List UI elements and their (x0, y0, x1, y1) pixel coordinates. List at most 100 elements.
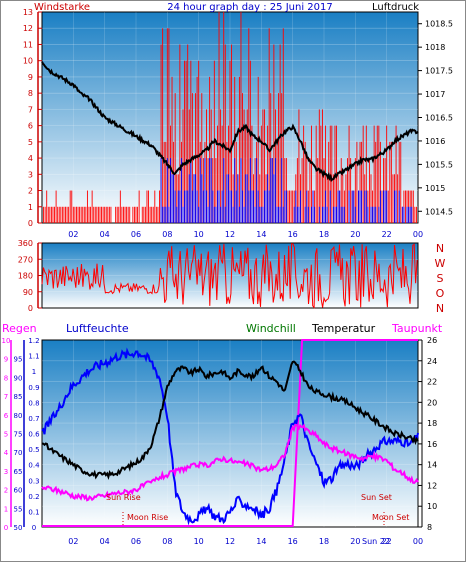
tick-label-time: 14 (256, 230, 266, 239)
tick-label-luftfeuchte: 65 (14, 468, 23, 476)
tick-label-time: 04 (100, 230, 110, 239)
tick-label-time: 00 (413, 230, 423, 239)
tick-label-time: 12 (225, 230, 235, 239)
tick-label-windstarke: 0 (28, 219, 33, 228)
tick-label-luftfeuchte: 95 (14, 356, 23, 364)
compass-label: N (436, 302, 444, 315)
tick-label-luftdruck: 1017.5 (425, 67, 453, 76)
tick-label-windstarke: 4 (28, 154, 33, 163)
tick-label-rain-scale: 0.6 (28, 431, 40, 439)
tick-label-time: 02 (68, 230, 78, 239)
compass-label: N (436, 242, 444, 255)
tick-label-rain-scale: 1.2 (28, 337, 39, 345)
tick-label-time: 14 (256, 537, 266, 546)
tick-label-windstarke: 1 (28, 203, 33, 212)
tick-label-luftfeuchte: 55 (14, 505, 23, 513)
legend-luftfeuchte: Luftfeuchte (66, 322, 129, 335)
tick-label-windrichtung: 90 (23, 288, 33, 297)
tick-label-luftdruck: 1017 (425, 90, 445, 99)
tick-label-luftdruck: 1014.5 (425, 207, 453, 216)
tick-label-time: 10 (194, 537, 204, 546)
tick-label-temperatur: 10 (427, 502, 437, 511)
compass-label: S (437, 272, 444, 285)
tick-label-time: 20 (350, 230, 360, 239)
tick-label-luftdruck: 1015.5 (425, 160, 453, 169)
tick-label-time: 12 (225, 537, 235, 546)
tick-label-time: 08 (162, 537, 172, 546)
tick-label-luftdruck: 1018.5 (425, 20, 453, 29)
tick-label-temperatur: 8 (427, 523, 432, 532)
tick-label-rain-scale: 0.5 (28, 446, 39, 454)
tick-label-luftfeuchte: 85 (14, 393, 23, 401)
tick-label-regen: 1 (4, 505, 8, 513)
tick-label-regen: 8 (4, 374, 8, 382)
annotation-moon-rise: Moon Rise (127, 513, 168, 522)
panel-1-right-ticks: 1014.5 1015 1015.5 1016 1016.5 1017 1017.5 1018… (418, 20, 453, 216)
annotation-moon-set: Moon Set (372, 513, 409, 522)
tick-label-time: 22 (382, 230, 392, 239)
tick-label-rain-scale: 0.8 (28, 399, 39, 407)
tick-label-windstarke: 5 (28, 138, 33, 147)
legend-regen: Regen (2, 322, 37, 335)
tick-label-windstarke: 7 (28, 105, 33, 114)
tick-label-windrichtung: 270 (18, 255, 33, 264)
tick-label-time: 18 (319, 230, 329, 239)
tick-label-time: 04 (100, 537, 110, 546)
tick-label-luftdruck: 1016.5 (425, 114, 453, 123)
tick-label-temperatur: 14 (427, 461, 437, 470)
tick-label-windrichtung: 360 (18, 239, 33, 248)
tick-label-time: 22 (382, 537, 392, 546)
tick-label-regen: 5 (4, 431, 8, 439)
tick-label-temperatur: 26 (427, 336, 437, 345)
tick-label-regen: 0 (4, 524, 8, 532)
tick-label-luftfeuchte: 75 (14, 431, 23, 439)
compass-label: W (435, 257, 446, 270)
tick-label-regen: 6 (4, 412, 9, 420)
tick-label-regen: 7 (4, 393, 8, 401)
tick-label-rain-scale: 0 (32, 524, 36, 532)
tick-label-time: 16 (288, 537, 298, 546)
legend-temperatur: Temperatur (311, 322, 376, 335)
tick-label-luftdruck: 1018 (425, 43, 445, 52)
series-windrichtung (41, 243, 418, 309)
tick-label-time: 02 (68, 537, 78, 546)
series-temperatur (41, 360, 419, 480)
tick-label-regen: 4 (4, 449, 9, 457)
compass-label: O (436, 287, 445, 300)
chart-title: 24 hour graph day : 25 Juni 2017 (167, 2, 333, 13)
tick-label-time: 06 (131, 230, 141, 239)
tick-label-windstarke: 13 (23, 8, 33, 17)
tick-label-time: 06 (131, 537, 141, 546)
tick-label-luftfeuchte: 70 (14, 449, 23, 457)
legend-windchill: Windchill (246, 322, 296, 335)
tick-label-time: 18 (319, 537, 329, 546)
header-right-label: Luftdruck (372, 2, 419, 13)
tick-label-time: 20 (350, 537, 360, 546)
tick-label-rain-scale: 0.2 (28, 493, 39, 501)
tick-label-luftdruck: 1015 (425, 184, 445, 193)
tick-label-rain-scale: 0.9 (28, 384, 39, 392)
panel-2-left-ticks: 0 90 180 270 360 (18, 239, 42, 313)
panel-3-ticks: 0123456789105055606570758085909500.10.20… (2, 336, 438, 532)
header-left-label: Windstarke (34, 2, 90, 13)
tick-label-windstarke: 9 (28, 73, 33, 82)
tick-label-rain-scale: 0.1 (28, 508, 39, 516)
tick-label-temperatur: 22 (427, 378, 437, 387)
series-taupunkt (41, 423, 419, 502)
tick-label-temperatur: 24 (427, 357, 437, 366)
tick-label-regen: 9 (4, 356, 8, 364)
tick-label-windstarke: 6 (28, 122, 33, 131)
annotation-sun-set: Sun Set (361, 493, 392, 502)
tick-label-windstarke: 3 (28, 170, 33, 179)
tick-label-regen: 3 (4, 468, 8, 476)
tick-label-windrichtung: 180 (18, 272, 33, 281)
tick-label-regen: 2 (4, 487, 8, 495)
series-regen (42, 339, 418, 527)
tick-label-windstarke: 10 (23, 57, 33, 66)
tick-label-temperatur: 18 (427, 419, 437, 428)
annotation-sun-rise: Sun Rise (106, 493, 141, 502)
tick-label-luftfeuchte: 50 (14, 524, 23, 532)
tick-label-temperatur: 20 (427, 398, 437, 407)
